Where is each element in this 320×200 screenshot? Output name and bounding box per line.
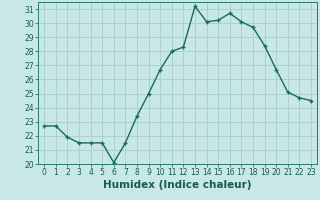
X-axis label: Humidex (Indice chaleur): Humidex (Indice chaleur) [103, 180, 252, 190]
